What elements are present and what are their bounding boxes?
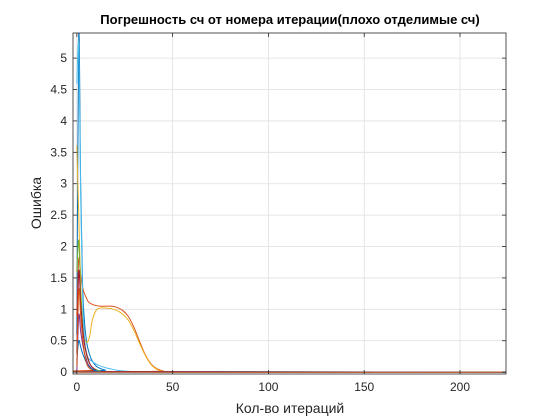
y-tick-label: 0.5 — [50, 334, 67, 348]
series-line-2 — [76, 257, 506, 373]
y-tick-label: 1.5 — [50, 271, 67, 285]
y-tick-label: 3.5 — [50, 145, 67, 159]
x-tick-label: 50 — [166, 380, 180, 394]
y-tick-label: 4.5 — [50, 83, 67, 97]
x-axis-title: Кол-во итераций — [236, 400, 345, 416]
y-tick-label: 5 — [60, 51, 67, 65]
y-axis-title: Ошибка — [28, 177, 44, 229]
chart-title: Погрешность сч от номера итерации(плохо … — [100, 12, 479, 27]
x-tick-label: 100 — [258, 380, 278, 394]
x-tick-label: 150 — [354, 380, 374, 394]
y-tick-label: 0 — [60, 365, 67, 379]
plot-area-background — [73, 33, 506, 374]
y-tick-label: 3 — [60, 177, 67, 191]
y-tick-label: 1 — [60, 302, 67, 316]
grid-lines — [73, 33, 506, 374]
x-tick-label: 0 — [73, 380, 80, 394]
y-tick-label: 2.5 — [50, 208, 67, 222]
axis-ticks: 0 50 100 150 200 0 0.5 1 1.5 2 2.5 3 3.5 4 4.5 5 — [50, 33, 506, 394]
y-tick-label: 2 — [60, 240, 67, 254]
x-tick-label: 200 — [450, 380, 470, 394]
series-line-9 — [73, 288, 506, 373]
y-tick-label: 4 — [60, 114, 67, 128]
series-lines — [73, 33, 506, 373]
plot-box — [72, 32, 507, 375]
series-line-7 — [73, 269, 506, 373]
